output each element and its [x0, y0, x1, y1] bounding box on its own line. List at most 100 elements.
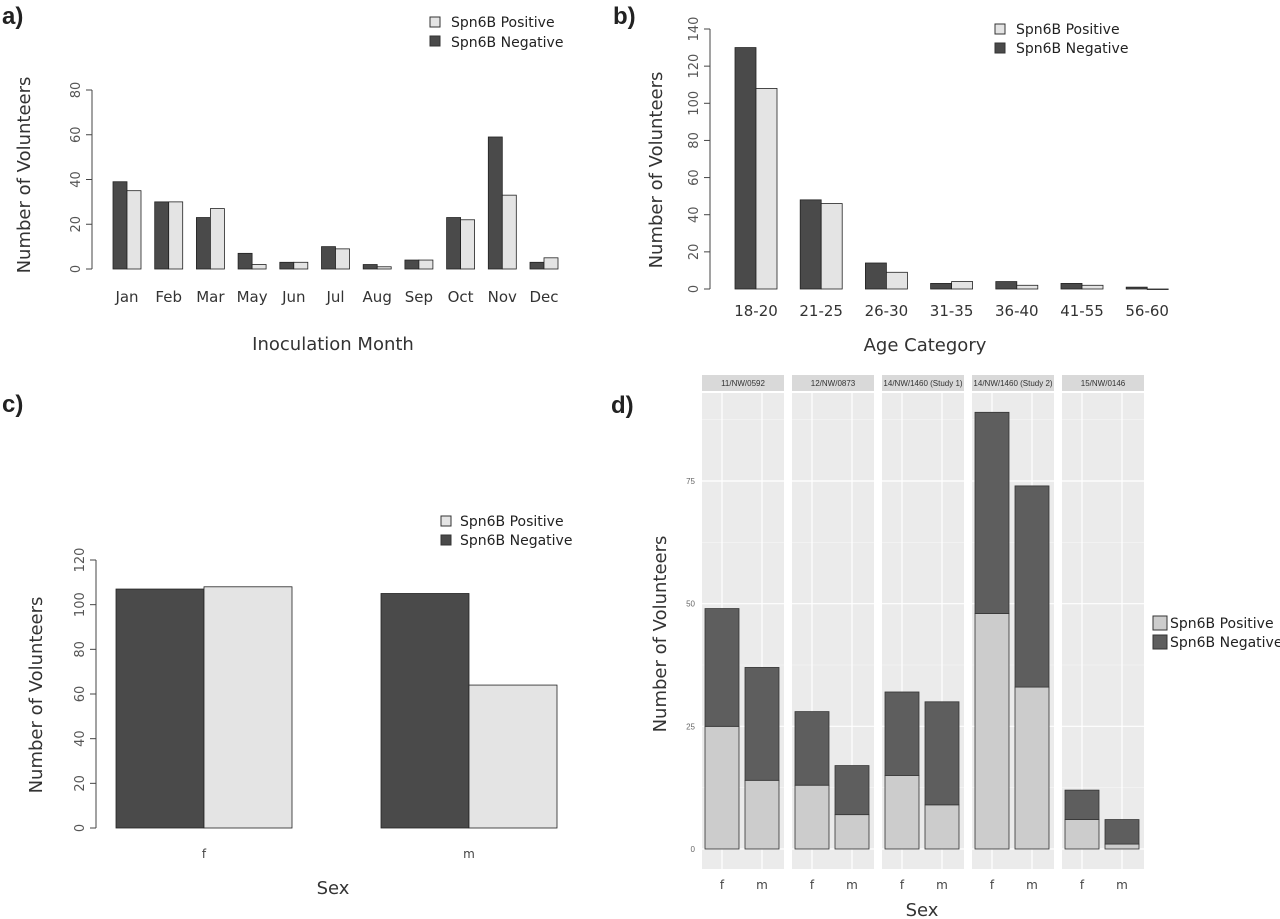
bar-positive [1014, 686, 1050, 850]
x-tick-label: f [900, 878, 905, 892]
y-tick-label: 60 [69, 126, 84, 143]
bar-negative [237, 252, 253, 270]
bar-positive [418, 259, 434, 270]
bar-positive [335, 248, 350, 270]
bar-positive [168, 201, 184, 270]
legend-swatch-positive [1152, 615, 1168, 631]
chart-c-legend: Spn6B Positive Spn6B Negative [440, 514, 572, 549]
bar-negative [529, 261, 545, 270]
x-tick-label: f [202, 847, 207, 861]
legend-swatch-positive [429, 16, 441, 28]
x-tick-label: Dec [529, 288, 558, 306]
chart-a-xlabel: Inoculation Month [252, 334, 414, 355]
y-tick-label: 20 [69, 216, 84, 233]
bar-negative [1064, 789, 1100, 820]
facet-strip-label: 11/NW/0592 [721, 379, 765, 388]
bar-positive [951, 281, 973, 290]
y-tick-label: 40 [687, 206, 702, 223]
facet-strip-label: 14/NW/1460 (Study 2) [973, 379, 1052, 388]
chart-a-legend: Spn6B Positive Spn6B Negative [429, 15, 563, 51]
bar-positive [884, 775, 920, 850]
legend-label-negative: Spn6B Negative [1170, 635, 1280, 651]
panel-label-b: b) [613, 3, 636, 30]
x-tick-label: 18-20 [734, 302, 778, 320]
legend-swatch-negative [994, 42, 1006, 54]
chart-d-xlabel: Sex [906, 900, 939, 919]
bar-positive [251, 264, 267, 270]
bar-positive [543, 257, 559, 270]
x-tick-label: May [237, 288, 268, 306]
y-tick-label: 100 [73, 592, 88, 617]
chart-b-xlabel: Age Category [864, 335, 987, 356]
bar-positive [834, 814, 870, 850]
legend-label-negative: Spn6B Negative [1016, 41, 1128, 57]
facet-panel [1062, 393, 1144, 869]
bar-negative [930, 283, 952, 290]
panel-label-d: d) [611, 392, 634, 419]
facet-strip [882, 375, 964, 391]
bar-positive [1104, 843, 1140, 850]
x-tick-label: 36-40 [995, 302, 1039, 320]
y-tick-label: 80 [687, 132, 702, 149]
bar-negative [799, 199, 822, 290]
y-tick-label: 80 [73, 641, 88, 658]
x-tick-label: Aug [363, 288, 392, 306]
bar-negative [404, 259, 420, 270]
legend-swatch-negative [440, 534, 452, 546]
bar-positive [1146, 288, 1169, 290]
chart-a-ylabel: Number of Volunteers [14, 77, 35, 274]
x-tick-label: Sep [405, 288, 433, 306]
bar-negative [974, 411, 1010, 614]
chart-c-plot: 0 20 40 60 80 100 120 f m [73, 548, 558, 861]
y-tick-label: 120 [73, 548, 88, 573]
x-tick-label: m [846, 878, 858, 892]
bar-negative [1014, 485, 1050, 688]
x-tick-label: f [1080, 878, 1085, 892]
x-tick-label: 26-30 [865, 302, 909, 320]
bar-positive [886, 271, 908, 290]
bar-positive [203, 586, 293, 829]
panel-label-a: a) [2, 3, 23, 30]
bar-negative [195, 217, 211, 270]
bar-negative [321, 246, 336, 270]
bar-negative [1060, 283, 1083, 290]
bar-negative [704, 608, 740, 727]
bar-positive [468, 684, 558, 829]
bar-negative [734, 47, 757, 290]
x-tick-label: 41-55 [1060, 302, 1104, 320]
legend-swatch-negative [429, 35, 441, 47]
bar-negative [995, 281, 1018, 290]
y-tick-label: 75 [686, 477, 695, 486]
chart-a-plot: 0 20 40 60 80 Jan Feb Mar May Jun Jul Aug Sep Oct Nov D… [69, 82, 559, 306]
chart-d-legend: Spn6B Positive Spn6B Negative [1152, 615, 1280, 651]
bar-negative [362, 264, 378, 270]
legend-label-positive: Spn6B Positive [460, 514, 564, 530]
x-tick-label: m [1116, 878, 1128, 892]
bar-negative [884, 691, 920, 776]
bar-negative [794, 711, 830, 786]
bar-negative [112, 181, 128, 270]
x-tick-label: Feb [155, 288, 182, 306]
facet-strip [702, 375, 784, 391]
chart-b-plot: 0 20 40 60 80 100 120 140 18-20 21-25 26-30 31-35 36… [687, 17, 1169, 320]
y-tick-label: 20 [687, 244, 702, 261]
chart-d-plot: 11/NW/0592 f m 12/NW/0873 f m 14/NW/1460 (Stud… [686, 375, 1144, 892]
y-tick-label: 0 [69, 265, 84, 273]
panel-label-c: c) [2, 391, 23, 418]
bar-positive [1016, 284, 1039, 290]
chart-c-ylabel: Number of Volunteers [26, 597, 47, 794]
bar-negative [1104, 819, 1140, 845]
chart-c-xlabel: Sex [317, 878, 350, 899]
x-tick-label: 56-60 [1125, 302, 1169, 320]
y-tick-label: 20 [73, 775, 88, 792]
legend-swatch-positive [994, 23, 1006, 35]
bar-negative [380, 593, 470, 829]
y-tick-label: 80 [69, 82, 84, 99]
bar-positive [744, 779, 780, 850]
facet-strip [972, 375, 1054, 391]
y-tick-label: 0 [687, 285, 702, 293]
y-tick-label: 40 [69, 171, 84, 188]
bar-negative [1125, 286, 1148, 290]
bar-positive [704, 725, 740, 850]
